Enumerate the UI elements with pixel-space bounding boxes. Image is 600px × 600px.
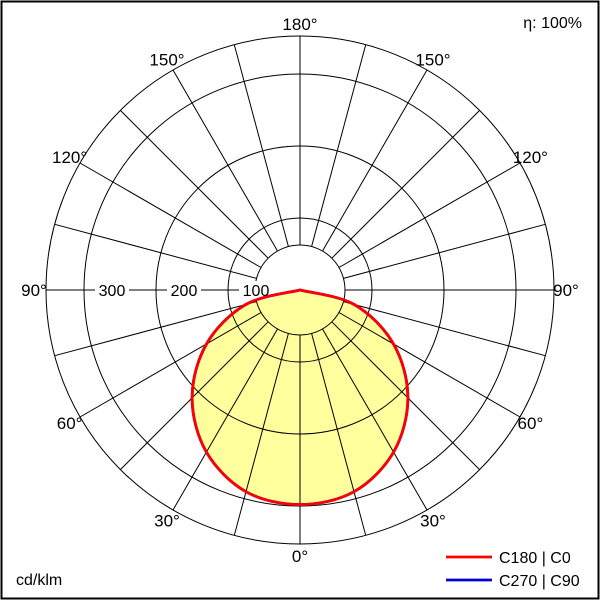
grid-spoke	[311, 44, 367, 247]
angle-label: 90°	[21, 281, 47, 300]
legend: C180 | C0 C270 | C90	[446, 550, 580, 590]
radial-tick-labels: 100 200 300	[95, 281, 273, 300]
grid-spoke	[338, 162, 521, 268]
angle-label: 120°	[513, 148, 548, 167]
angle-labels: 0° 30° 30° 60° 60° 90° 90° 120° 120° 150° 150° 180°	[21, 15, 579, 566]
angle-label: 150°	[415, 51, 450, 70]
grid-spoke	[322, 69, 428, 252]
angle-label: 30°	[154, 511, 180, 530]
grid-spoke	[172, 69, 278, 252]
grid-spoke	[79, 162, 262, 268]
angle-label: 60°	[518, 414, 544, 433]
grid-spoke	[172, 328, 278, 511]
angle-label: 60°	[57, 414, 83, 433]
radial-tick-label: 100	[243, 283, 270, 300]
angle-label: 120°	[52, 148, 87, 167]
radial-tick-label: 200	[171, 283, 198, 300]
tick-label-bg	[167, 281, 201, 299]
distribution-curves	[190, 288, 410, 507]
efficiency-label: η: 100%	[523, 15, 582, 32]
angle-label: 150°	[149, 51, 184, 70]
tick-label-bg	[239, 281, 273, 299]
grid-spoke	[233, 333, 289, 536]
grid-spoke	[343, 223, 546, 279]
legend-label-c270-c90: C270 | C90	[499, 573, 580, 590]
legend-label-c180-c0: C180 | C0	[499, 550, 571, 567]
grid-spoke	[233, 44, 289, 247]
angle-label: 180°	[282, 15, 317, 34]
grid-spoke	[331, 321, 480, 470]
grid-spoke	[311, 333, 367, 536]
grid-spoke	[322, 328, 428, 511]
angle-label: 90°	[553, 281, 579, 300]
tick-label-bg	[95, 281, 129, 299]
grid-spoke	[120, 321, 269, 470]
radial-tick-label: 300	[99, 283, 126, 300]
grid-spoke	[343, 301, 546, 357]
angle-label: 0°	[292, 547, 308, 566]
unit-label: cd/klm	[16, 572, 62, 589]
grid-spoke	[331, 110, 480, 259]
grid-spoke	[120, 110, 269, 259]
curve-c180-c0	[190, 288, 410, 507]
grid-spoke	[338, 312, 521, 418]
angle-label: 30°	[420, 511, 446, 530]
grid-spoke	[79, 312, 262, 418]
grid-spoke	[54, 223, 257, 279]
grid-spoke	[54, 301, 257, 357]
